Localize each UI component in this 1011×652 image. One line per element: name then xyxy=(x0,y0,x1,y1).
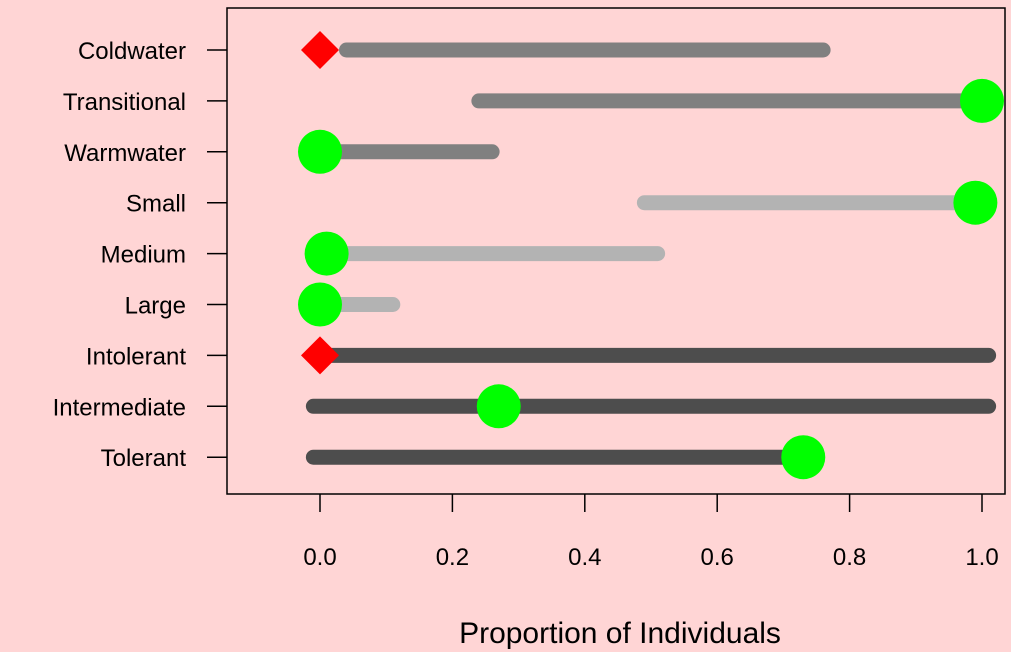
y-tick-label-warmwater: Warmwater xyxy=(64,140,186,167)
marker-circle-large xyxy=(298,282,342,327)
y-tick-label-transitional: Transitional xyxy=(63,89,186,116)
marker-circle-warmwater xyxy=(298,129,342,174)
marker-circle-medium xyxy=(304,231,349,276)
y-tick-label-intolerant: Intolerant xyxy=(86,343,186,370)
marker-diamond-intolerant xyxy=(301,336,339,375)
x-tick-label-3: 0.6 xyxy=(701,544,734,571)
marker-diamond-coldwater xyxy=(301,31,339,69)
y-tick-label-intermediate: Intermediate xyxy=(53,394,186,421)
plot-area-frame xyxy=(226,7,1006,495)
x-axis-title: Proportion of Individuals xyxy=(459,617,781,650)
x-axis: 0.0 0.2 0.4 0.6 0.8 1.0 xyxy=(303,494,999,571)
y-tick-label-small: Small xyxy=(126,191,186,218)
x-tick-label-1: 0.2 xyxy=(436,544,469,571)
marker-circle-transitional xyxy=(960,78,1004,123)
x-tick-label-4: 0.8 xyxy=(833,544,866,571)
marker-circle-tolerant xyxy=(781,435,826,480)
y-tick-label-tolerant: Tolerant xyxy=(101,445,187,472)
marker-circle-intermediate xyxy=(476,384,521,429)
x-tick-label-5: 1.0 xyxy=(965,544,998,571)
y-axis: Coldwater Transitional Warmwater Small Mediu… xyxy=(53,38,227,472)
y-tick-label-large: Large xyxy=(125,293,186,320)
y-tick-label-medium: Medium xyxy=(101,242,186,269)
markers xyxy=(298,31,1004,480)
x-tick-label-0: 0.0 xyxy=(303,544,336,571)
range-bars xyxy=(305,42,997,465)
x-tick-label-2: 0.4 xyxy=(568,544,601,571)
marker-circle-small xyxy=(953,180,998,225)
y-tick-label-coldwater: Coldwater xyxy=(78,38,186,65)
